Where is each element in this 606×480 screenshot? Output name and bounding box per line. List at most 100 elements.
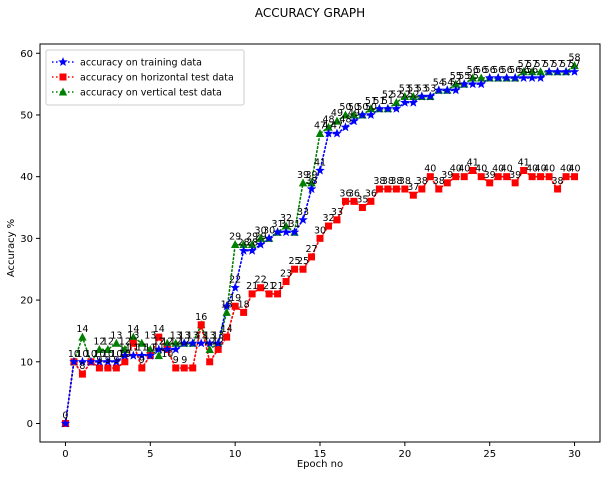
data-label: 54 xyxy=(433,77,445,88)
data-label: 25 xyxy=(288,256,300,267)
data-label: 28 xyxy=(246,238,258,249)
data-point-2 xyxy=(400,91,410,100)
data-label: 54 xyxy=(441,77,453,88)
data-label: 19 xyxy=(229,293,241,304)
data-label: 13 xyxy=(195,330,207,341)
y-tick-label: 60 xyxy=(20,49,33,60)
data-point-0 xyxy=(196,338,206,348)
data-point-1 xyxy=(469,166,477,174)
x-tick-label: 15 xyxy=(314,449,327,460)
data-label: 30 xyxy=(255,225,267,236)
y-tick-label: 40 xyxy=(20,172,33,183)
data-label: 0 xyxy=(62,410,68,421)
legend-label-1: accuracy on horizontal test data xyxy=(80,73,234,84)
data-point-2 xyxy=(451,79,460,88)
data-label: 40 xyxy=(560,164,572,175)
data-point-0 xyxy=(544,66,554,76)
data-point-1 xyxy=(274,290,282,298)
data-point-1 xyxy=(308,253,316,261)
data-label: 53 xyxy=(416,83,428,94)
data-point-1 xyxy=(214,345,222,353)
data-point-0 xyxy=(281,227,291,237)
data-point-2 xyxy=(205,344,214,353)
data-label: 9 xyxy=(139,355,145,366)
data-label: 38 xyxy=(390,176,402,187)
data-label: 36 xyxy=(348,188,360,199)
data-point-1 xyxy=(350,197,358,205)
data-point-0 xyxy=(247,245,257,255)
data-point-2 xyxy=(129,332,138,341)
data-point-0 xyxy=(374,103,385,113)
data-point-1 xyxy=(571,173,579,181)
data-point-2 xyxy=(103,344,113,353)
data-label: 12 xyxy=(102,336,114,347)
data-point-2 xyxy=(112,338,121,347)
data-point-0 xyxy=(306,184,317,194)
data-label: 51 xyxy=(373,96,385,107)
data-point-1 xyxy=(95,364,103,372)
data-point-2 xyxy=(341,110,350,119)
data-point-1 xyxy=(401,185,409,193)
data-label: 11 xyxy=(136,343,148,354)
data-label: 12 xyxy=(204,336,216,347)
data-point-0 xyxy=(145,350,156,360)
data-point-2 xyxy=(137,338,147,347)
data-point-0 xyxy=(188,338,198,348)
data-point-1 xyxy=(333,216,341,224)
data-point-1 xyxy=(384,185,392,193)
data-point-1 xyxy=(511,179,519,187)
data-label: 10 xyxy=(161,349,173,360)
data-point-0 xyxy=(272,227,283,237)
data-point-0 xyxy=(128,350,139,360)
data-point-0 xyxy=(332,128,342,138)
data-point-0 xyxy=(60,418,71,428)
data-label: 29 xyxy=(255,232,267,243)
data-label: 50 xyxy=(339,102,351,113)
x-tick-label: 30 xyxy=(568,449,581,460)
data-label: 10 xyxy=(102,349,114,360)
data-label: 28 xyxy=(238,238,250,249)
data-point-0 xyxy=(298,214,308,224)
data-point-2 xyxy=(409,91,418,100)
data-label: 14 xyxy=(221,324,233,335)
data-label: 31 xyxy=(288,219,300,230)
data-point-0 xyxy=(408,97,419,107)
data-label: 12 xyxy=(212,336,224,347)
data-label: 40 xyxy=(492,164,504,175)
data-label: 47 xyxy=(314,120,326,131)
data-point-0 xyxy=(204,338,215,348)
data-point-0 xyxy=(238,245,249,255)
data-point-1 xyxy=(299,265,307,273)
data-point-0 xyxy=(171,344,181,354)
data-label: 32 xyxy=(280,213,292,224)
data-label: 21 xyxy=(272,281,284,292)
data-label: 39 xyxy=(297,170,309,181)
data-point-0 xyxy=(179,338,189,348)
data-label: 41 xyxy=(467,157,479,168)
data-point-0 xyxy=(340,122,351,132)
data-label: 14 xyxy=(127,324,139,335)
data-label: 57 xyxy=(518,59,530,70)
data-label: 52 xyxy=(382,90,394,101)
data-label: 53 xyxy=(424,83,436,94)
data-point-0 xyxy=(425,91,436,101)
data-label: 57 xyxy=(560,59,572,70)
data-point-2 xyxy=(256,233,265,242)
data-label: 38 xyxy=(416,176,428,187)
data-point-1 xyxy=(172,364,180,372)
data-label: 40 xyxy=(450,164,462,175)
data-point-1 xyxy=(367,197,375,205)
x-tick-label: 5 xyxy=(147,449,153,460)
data-label: 57 xyxy=(543,59,555,70)
data-label: 13 xyxy=(110,330,122,341)
data-point-2 xyxy=(315,128,325,137)
legend-label-2: accuracy on vertical test data xyxy=(80,88,222,99)
legend-marker-2 xyxy=(58,87,68,96)
data-label: 57 xyxy=(526,59,538,70)
data-label: 9 xyxy=(181,355,187,366)
data-point-1 xyxy=(257,284,265,292)
data-label: 58 xyxy=(568,53,580,64)
data-point-1 xyxy=(503,173,511,181)
data-label: 56 xyxy=(518,65,530,76)
